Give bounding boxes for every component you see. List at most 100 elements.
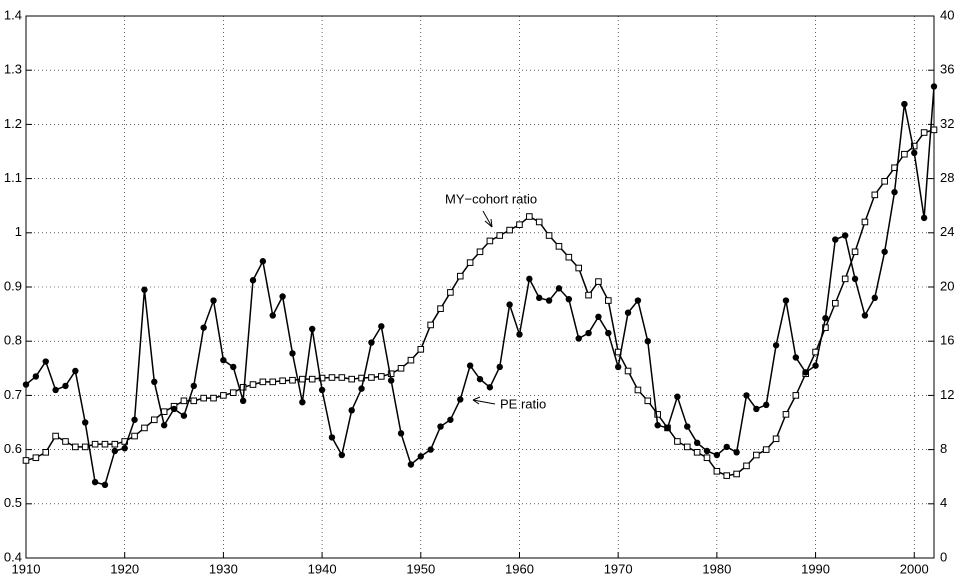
marker <box>703 447 711 455</box>
marker <box>575 264 582 272</box>
marker <box>72 443 79 451</box>
marker <box>466 362 474 369</box>
marker <box>101 440 109 448</box>
marker <box>397 430 405 437</box>
marker <box>378 323 385 330</box>
marker <box>338 451 346 459</box>
marker <box>832 299 839 307</box>
marker <box>496 232 504 239</box>
y-tick-label: 0.6 <box>4 441 22 456</box>
marker <box>486 237 494 245</box>
marker <box>378 373 385 380</box>
marker <box>733 470 740 478</box>
y-tick-label: 1.2 <box>4 116 22 131</box>
marker <box>151 378 158 386</box>
y-tick-label: 0.7 <box>4 387 22 402</box>
marker <box>614 363 622 371</box>
marker <box>881 178 888 185</box>
x-tick-label: 1920 <box>110 561 139 576</box>
marker <box>229 389 237 396</box>
marker <box>802 369 809 376</box>
marker <box>230 363 237 371</box>
marker <box>72 367 79 375</box>
marker <box>269 312 276 319</box>
marker <box>930 126 938 134</box>
marker <box>772 342 780 349</box>
marker <box>535 218 543 226</box>
marker <box>733 449 740 456</box>
marker <box>151 416 158 424</box>
y2-tick-label: 0 <box>940 549 947 564</box>
y2-tick-label: 20 <box>940 278 954 293</box>
marker <box>387 377 395 384</box>
marker <box>91 478 99 486</box>
marker <box>62 382 69 390</box>
marker <box>575 335 582 342</box>
marker <box>82 419 89 426</box>
marker <box>486 384 494 391</box>
marker <box>239 383 247 391</box>
x-tick-label: 1950 <box>406 561 435 576</box>
x-tick-label: 1970 <box>604 561 633 576</box>
annotation-arrow-head <box>484 218 493 228</box>
marker <box>585 329 592 337</box>
marker <box>249 381 257 388</box>
marker <box>220 356 227 364</box>
marker <box>901 100 908 108</box>
marker <box>861 218 869 226</box>
marker <box>407 356 415 364</box>
marker <box>279 377 286 385</box>
marker <box>723 472 731 479</box>
marker <box>299 398 306 406</box>
marker <box>526 213 533 220</box>
marker <box>259 258 267 265</box>
marker <box>565 253 573 261</box>
annotation-arrow <box>482 210 493 228</box>
marker <box>348 375 355 383</box>
marker <box>141 424 148 432</box>
marker <box>200 394 207 402</box>
marker <box>131 416 138 423</box>
marker <box>427 321 434 329</box>
marker <box>605 329 612 337</box>
marker <box>920 129 928 136</box>
marker <box>299 375 306 383</box>
marker <box>693 449 701 456</box>
marker <box>62 438 69 445</box>
marker <box>743 462 750 470</box>
marker <box>269 378 277 386</box>
marker <box>456 272 464 280</box>
y2-tick-label: 32 <box>940 116 954 131</box>
marker <box>782 297 790 304</box>
marker <box>289 376 296 384</box>
marker <box>536 294 543 302</box>
x-tick-label: 1910 <box>12 561 41 576</box>
marker <box>723 443 730 451</box>
marker <box>516 331 523 338</box>
marker <box>772 435 780 443</box>
marker <box>447 416 454 423</box>
marker <box>664 424 671 432</box>
marker <box>545 232 553 239</box>
marker <box>22 381 30 388</box>
marker <box>841 275 849 283</box>
marker <box>555 243 563 250</box>
y2-tick-label: 8 <box>940 441 947 456</box>
marker <box>111 447 119 455</box>
marker <box>476 248 484 256</box>
marker <box>526 275 533 283</box>
marker <box>279 293 286 300</box>
marker <box>703 454 711 462</box>
marker <box>210 394 217 402</box>
marker <box>318 374 326 382</box>
marker <box>318 386 326 394</box>
marker <box>170 405 178 413</box>
x-tick-label: 1980 <box>702 561 731 576</box>
y2-tick-label: 36 <box>940 62 954 77</box>
marker <box>910 142 918 150</box>
marker <box>822 324 829 331</box>
marker <box>417 453 424 460</box>
marker <box>407 461 415 468</box>
marker <box>368 339 375 346</box>
marker <box>516 221 523 228</box>
